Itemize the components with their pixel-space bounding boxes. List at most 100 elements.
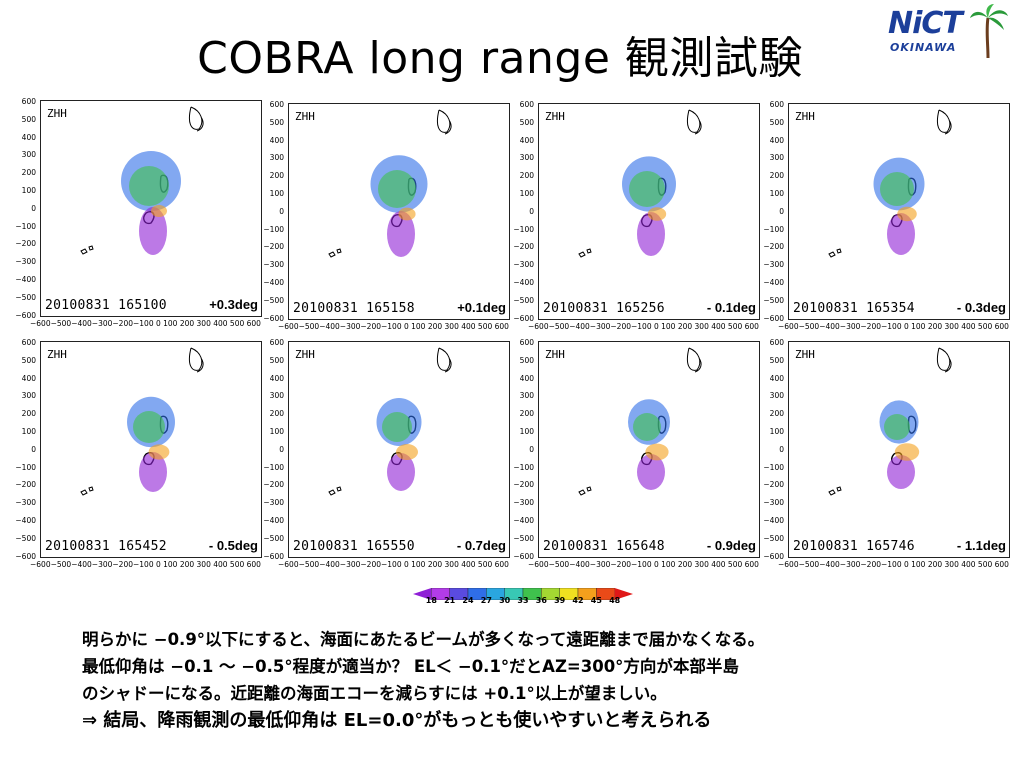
y-tick-label: 200 — [519, 409, 534, 419]
y-tick-label: 400 — [769, 135, 784, 145]
y-tick-label: −400 — [513, 278, 534, 287]
radar-plot-area: ZHH 20100831 165158 +0.1deg — [288, 103, 510, 320]
echo-region — [396, 444, 418, 460]
radar-panel: 600 500 400 300 200 100 0 −100 −200 −300 −400 −500 −… — [248, 100, 510, 336]
y-tick-label: 0 — [31, 203, 36, 213]
product-label: ZHH — [47, 107, 67, 120]
scan-timestamp: 20100831 165158 — [293, 301, 415, 316]
coastline — [936, 109, 952, 135]
y-tick-label: 100 — [269, 427, 284, 436]
radar-plot-area: ZHH 20100831 165550 - 0.7deg — [288, 341, 510, 558]
radar-plot-area: ZHH 20100831 165452 - 0.5deg — [40, 341, 262, 558]
x-tick-labels: −600−500−400−300−200−100 0 100 200 300 4… — [30, 560, 261, 569]
echo-region — [148, 444, 170, 460]
echo-region — [894, 443, 920, 461]
elevation-angle-label: - 1.1deg — [956, 538, 1006, 553]
y-tick-label: 300 — [269, 153, 284, 163]
echo-region — [133, 411, 165, 443]
radar-panel: 600 500 400 300 200 100 0 −100 −200 −300 −400 −500 −… — [498, 338, 760, 574]
y-tick-label: −500 — [513, 295, 534, 305]
y-tick-label: 500 — [269, 355, 284, 365]
y-tick-label: −400 — [15, 516, 36, 525]
y-tick-label: −500 — [513, 533, 534, 543]
y-tick-label: −300 — [513, 260, 534, 270]
radar-plot-area: ZHH 20100831 165256 - 0.1deg — [538, 103, 760, 320]
y-tick-label: 400 — [269, 373, 284, 383]
y-tick-label: 0 — [31, 444, 36, 454]
y-tick-label: −100 — [15, 462, 36, 472]
colorbar-segment — [413, 588, 432, 600]
colorbar-tick-label: 48 — [609, 596, 621, 605]
y-tick-label: −200 — [15, 239, 36, 249]
colorbar-tick-label: 30 — [499, 596, 511, 605]
colorbar-tick-label: 36 — [535, 596, 547, 605]
y-tick-label: −100 — [513, 224, 534, 234]
y-tick-label: 0 — [779, 444, 784, 454]
scan-timestamp: 20100831 165354 — [793, 301, 915, 316]
y-tick-label: 100 — [21, 427, 36, 436]
y-tick-label: 300 — [269, 391, 284, 401]
scan-timestamp: 20100831 165100 — [45, 298, 167, 313]
y-tick-label: −600 — [763, 313, 784, 323]
y-tick-label: 300 — [21, 391, 36, 401]
small-islands — [578, 248, 592, 258]
y-tick-label: −100 — [763, 224, 784, 234]
conclusion-line: ⇒ 結局、降雨観測の最低仰角は EL=0.0°がもっとも使いやすいと考えられる — [82, 710, 712, 731]
y-tick-label: −600 — [513, 551, 534, 561]
echo-map — [828, 109, 952, 258]
scan-timestamp: 20100831 165648 — [543, 539, 665, 554]
y-tick-label: 500 — [519, 355, 534, 365]
echo-map — [828, 347, 952, 496]
x-tick-labels: −600−500−400−300−200−100 0 100 200 300 4… — [778, 322, 1009, 331]
y-tick-label: −500 — [763, 533, 784, 543]
y-tick-label: −600 — [763, 551, 784, 561]
colorbar-tick-label: 39 — [554, 596, 566, 605]
echo-region — [887, 455, 915, 489]
echo-region — [129, 166, 169, 206]
y-tick-label: −400 — [263, 516, 284, 525]
y-tick-label: −300 — [763, 260, 784, 270]
y-tick-label: −600 — [15, 551, 36, 561]
y-tick-label: 400 — [519, 135, 534, 145]
colorbar-tick-label: 24 — [462, 596, 474, 605]
y-tick-label: 100 — [769, 427, 784, 436]
product-label: ZHH — [47, 348, 67, 361]
echo-region — [139, 452, 167, 492]
elevation-angle-label: - 0.5deg — [208, 538, 258, 553]
colorbar-tick-label: 33 — [517, 596, 529, 605]
y-tick-label: 400 — [769, 373, 784, 383]
y-tick-label: 500 — [519, 117, 534, 127]
y-tick-label: 100 — [769, 189, 784, 198]
y-tick-label: −300 — [15, 257, 36, 267]
echo-region — [637, 454, 665, 490]
coastline — [436, 347, 452, 373]
echo-region — [629, 171, 665, 207]
coastline — [188, 106, 204, 132]
colorbar-scale — [413, 587, 633, 601]
echo-region — [647, 207, 667, 221]
y-tick-label: 400 — [21, 373, 36, 383]
product-label: ZHH — [545, 110, 565, 123]
small-islands — [828, 248, 842, 258]
coastline — [188, 347, 204, 373]
y-tick-label: −300 — [263, 498, 284, 508]
y-tick-label: −200 — [763, 480, 784, 490]
elevation-angle-label: - 0.9deg — [706, 538, 756, 553]
observation-notes: 明らかに −0.9°以下にすると、海面にあたるビームが多くなって遠距離まで届かな… — [82, 626, 982, 734]
y-tick-label: −100 — [763, 462, 784, 472]
colorbar-tick-label: 27 — [480, 596, 492, 605]
radar-panel: 600 500 400 300 200 100 0 −100 −200 −300 −400 −500 −… — [0, 338, 262, 574]
radar-panel: 600 500 400 300 200 100 0 −100 −200 −300 −400 −500 −… — [748, 100, 1010, 336]
echo-region — [645, 443, 669, 461]
y-tick-label: 600 — [269, 338, 284, 347]
y-tick-label: 300 — [769, 153, 784, 163]
scan-timestamp: 20100831 165746 — [793, 539, 915, 554]
y-tick-label: 600 — [519, 100, 534, 109]
y-tick-label: −200 — [15, 480, 36, 490]
colorbar-tick-label: 21 — [444, 596, 456, 605]
y-tick-label: −500 — [263, 295, 284, 305]
note-line-3: のシャドーになる。近距離の海面エコーを減らすには +0.1°以上が望ましい。 — [82, 684, 667, 703]
y-tick-label: −600 — [15, 310, 36, 320]
y-tick-label: −300 — [763, 498, 784, 508]
y-tick-label: 600 — [21, 97, 36, 106]
